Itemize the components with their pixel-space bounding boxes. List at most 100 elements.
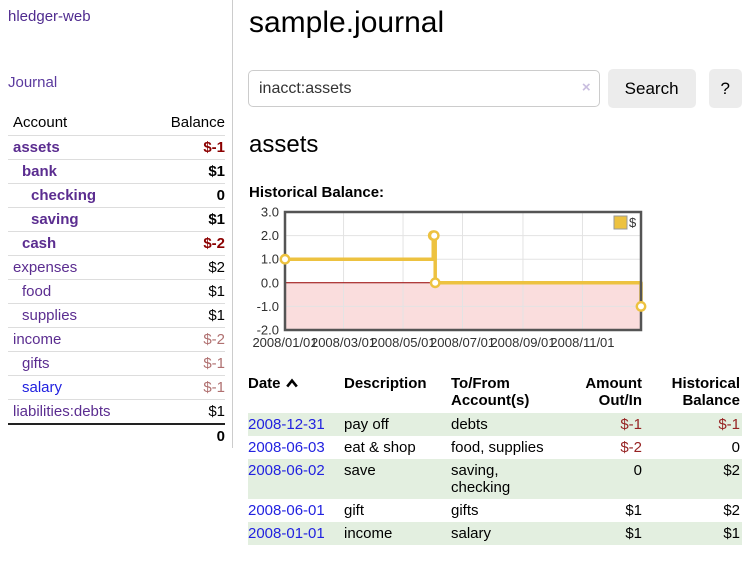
svg-text:-2.0: -2.0 bbox=[257, 323, 279, 338]
transaction-date-link[interactable]: 2008-06-03 bbox=[248, 439, 325, 456]
svg-text:2008/03/01: 2008/03/01 bbox=[311, 335, 376, 350]
account-balance: $-1 bbox=[149, 135, 225, 160]
register-row: 2008-06-02 save saving, checking 0 $2 bbox=[248, 459, 742, 499]
accounts-total-row: 0 bbox=[8, 423, 225, 448]
transaction-amount: $-1 bbox=[620, 416, 642, 433]
transaction-date-link[interactable]: 2008-06-02 bbox=[248, 462, 325, 479]
transaction-amount: $-2 bbox=[620, 439, 642, 456]
accounts-table: Account Balance assets $-1 bank $1 checking 0… bbox=[8, 111, 225, 448]
svg-text:2008/07/01: 2008/07/01 bbox=[430, 335, 495, 350]
page-title: sample.journal bbox=[249, 6, 445, 39]
transaction-accounts: salary bbox=[451, 525, 492, 542]
account-link-gifts[interactable]: gifts bbox=[22, 355, 50, 372]
transaction-balance: $1 bbox=[723, 525, 740, 542]
accounts-header-balance: Balance bbox=[170, 114, 225, 131]
account-balance: $-2 bbox=[149, 231, 225, 256]
svg-text:0.0: 0.0 bbox=[261, 275, 279, 290]
historical-balance-chart: $3.0 2.0 1.0 0.0 -1.0 -2.0 2008/01/01 2008/03/0… bbox=[248, 205, 742, 360]
search-form: × Search ? bbox=[248, 69, 742, 108]
account-row: expenses $2 bbox=[8, 255, 225, 280]
account-balance: $1 bbox=[149, 159, 225, 184]
transaction-description: eat & shop bbox=[344, 439, 416, 456]
transaction-accounts: gifts bbox=[451, 502, 479, 519]
svg-text:2.0: 2.0 bbox=[261, 228, 279, 243]
transaction-description: pay off bbox=[344, 416, 389, 433]
register-header-balance: Historical Balance bbox=[671, 375, 740, 409]
account-link-liabilities-debts[interactable]: liabilities:debts bbox=[13, 403, 111, 420]
transaction-amount: $1 bbox=[625, 525, 642, 542]
accounts-header-account: Account bbox=[13, 114, 68, 131]
register-row: 2008-12-31 pay off debts $-1 $-1 bbox=[248, 413, 742, 436]
sort-ascending-icon bbox=[285, 376, 299, 393]
svg-text:2008/09/01: 2008/09/01 bbox=[490, 335, 555, 350]
register-row: 2008-01-01 income salary $1 $1 bbox=[248, 522, 742, 545]
account-heading: assets bbox=[249, 131, 319, 158]
account-link-checking[interactable]: checking bbox=[31, 187, 97, 204]
transaction-description: save bbox=[344, 462, 376, 479]
account-balance: $1 bbox=[149, 279, 225, 304]
account-link-income[interactable]: income bbox=[13, 331, 62, 348]
account-row: cash $-2 bbox=[8, 231, 225, 256]
account-row: checking 0 bbox=[8, 183, 225, 208]
transaction-date-link[interactable]: 2008-12-31 bbox=[248, 416, 325, 433]
register-row: 2008-06-01 gift gifts $1 $2 bbox=[248, 499, 742, 522]
sidebar-item-journal[interactable]: Journal bbox=[8, 74, 58, 91]
accounts-total-balance: 0 bbox=[149, 423, 225, 448]
account-row: supplies $1 bbox=[8, 303, 225, 328]
register-table: Date Description To/From Account(s) Amou… bbox=[248, 371, 742, 545]
search-input[interactable] bbox=[248, 70, 600, 107]
svg-text:$: $ bbox=[629, 215, 637, 230]
account-link-assets[interactable]: assets bbox=[13, 139, 60, 156]
account-link-saving[interactable]: saving bbox=[31, 211, 79, 228]
chart-canvas: $3.0 2.0 1.0 0.0 -1.0 -2.02008/01/012008/03/0… bbox=[252, 205, 647, 350]
account-link-supplies[interactable]: supplies bbox=[22, 307, 78, 324]
brand-link[interactable]: hledger-web bbox=[8, 8, 91, 25]
account-row: food $1 bbox=[8, 279, 225, 304]
account-balance: $-1 bbox=[149, 375, 225, 400]
svg-text:2008/11/01: 2008/11/01 bbox=[550, 335, 614, 350]
account-row: bank $1 bbox=[8, 159, 225, 184]
account-balance: $-2 bbox=[149, 327, 225, 352]
sidebar: hledger-web Journal Account Balance asse… bbox=[0, 0, 233, 448]
account-balance: $1 bbox=[149, 303, 225, 328]
search-button[interactable]: Search bbox=[607, 69, 696, 108]
main-content: sample.journal × Search ? assets Histori… bbox=[248, 0, 742, 545]
account-row: liabilities:debts $1 bbox=[8, 399, 225, 424]
transaction-accounts: debts bbox=[451, 416, 488, 433]
help-button[interactable]: ? bbox=[708, 69, 742, 108]
svg-text:2008/05/01: 2008/05/01 bbox=[370, 335, 435, 350]
account-link-cash[interactable]: cash bbox=[22, 235, 57, 252]
account-row: income $-2 bbox=[8, 327, 225, 352]
transaction-date-link[interactable]: 2008-01-01 bbox=[248, 525, 325, 542]
register-header-description: Description bbox=[344, 375, 427, 392]
svg-text:2008/01/01: 2008/01/01 bbox=[252, 335, 317, 350]
register-header-date[interactable]: Date bbox=[248, 371, 344, 413]
account-balance: $1 bbox=[149, 207, 225, 232]
transaction-date-link[interactable]: 2008-06-01 bbox=[248, 502, 325, 519]
transaction-description: gift bbox=[344, 502, 365, 519]
account-balance: $2 bbox=[149, 255, 225, 280]
clear-search-icon[interactable]: × bbox=[581, 79, 591, 96]
transaction-balance: $2 bbox=[723, 462, 740, 479]
account-balance: $1 bbox=[149, 399, 225, 424]
register-header-amount: Amount Out/In bbox=[585, 375, 642, 409]
transaction-accounts: saving, checking bbox=[451, 462, 511, 496]
transaction-balance: $2 bbox=[723, 502, 740, 519]
account-balance: $-1 bbox=[149, 351, 225, 376]
account-link-salary[interactable]: salary bbox=[22, 379, 63, 396]
account-balance: 0 bbox=[149, 183, 225, 208]
transaction-accounts: food, supplies bbox=[451, 439, 544, 456]
account-row: gifts $-1 bbox=[8, 351, 225, 376]
account-row: assets $-1 bbox=[8, 135, 225, 160]
chart-title: Historical Balance: bbox=[249, 184, 385, 201]
account-link-expenses[interactable]: expenses bbox=[13, 259, 78, 276]
account-link-food[interactable]: food bbox=[22, 283, 52, 300]
transaction-description: income bbox=[344, 525, 393, 542]
account-row: salary $-1 bbox=[8, 375, 225, 400]
register-row: 2008-06-03 eat & shop food, supplies $-2 0 bbox=[248, 436, 742, 459]
transaction-balance: $-1 bbox=[718, 416, 740, 433]
svg-text:3.0: 3.0 bbox=[261, 207, 279, 220]
transaction-amount: $1 bbox=[625, 502, 642, 519]
account-link-bank[interactable]: bank bbox=[22, 163, 58, 180]
transaction-amount: 0 bbox=[633, 462, 642, 479]
